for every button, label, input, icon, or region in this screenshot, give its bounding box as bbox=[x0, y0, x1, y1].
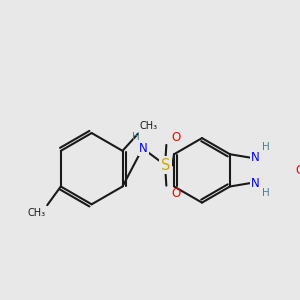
Text: S: S bbox=[161, 158, 170, 173]
Text: O: O bbox=[296, 164, 300, 177]
Text: N: N bbox=[251, 177, 260, 190]
Text: H: H bbox=[132, 132, 140, 142]
Text: N: N bbox=[139, 142, 148, 155]
Text: O: O bbox=[171, 131, 180, 144]
Text: O: O bbox=[171, 187, 180, 200]
Text: N: N bbox=[251, 151, 260, 164]
Text: CH₃: CH₃ bbox=[27, 208, 46, 218]
Text: H: H bbox=[262, 142, 269, 152]
Text: H: H bbox=[262, 188, 269, 198]
Text: CH₃: CH₃ bbox=[140, 121, 158, 131]
